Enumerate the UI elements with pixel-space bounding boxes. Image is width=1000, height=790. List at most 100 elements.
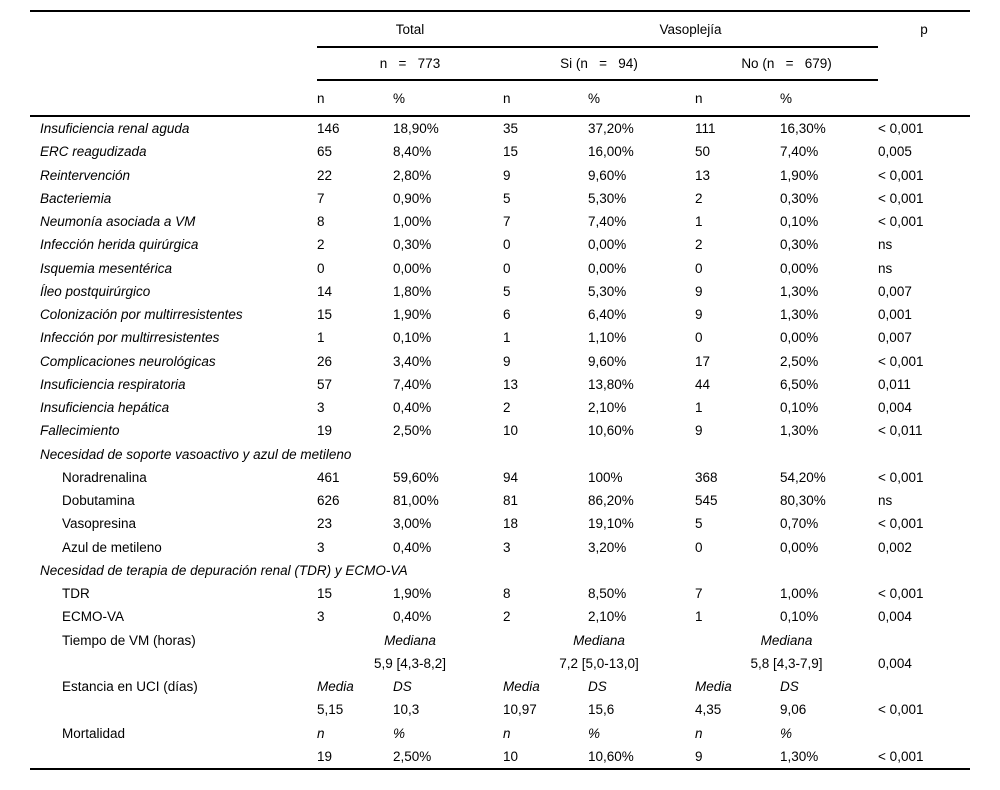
table-body: Insuficiencia renal aguda 146 18,90% 35 37,2… — [30, 116, 970, 769]
value-cell: 1,30% — [780, 283, 819, 299]
p-value: < 0,001 — [878, 586, 924, 602]
value-cell: 3,00% — [393, 516, 432, 532]
col-header-n: n — [695, 80, 780, 117]
value-cell: 9 — [695, 423, 703, 439]
stat-header-cell: % — [780, 725, 793, 741]
table-row: TDR 15 1,90% 8 8,50% 7 1,00% < 0,001 — [30, 582, 970, 605]
value-cell: 1,00% — [393, 214, 432, 230]
value-cell: 2,10% — [588, 609, 627, 625]
value-cell: 2,50% — [393, 423, 432, 439]
value-cell: 10,60% — [588, 748, 634, 764]
table-row: Estancia en UCI (días) Media DS Media DS Medi… — [30, 675, 970, 698]
centered-value-cell: Mediana — [760, 632, 813, 648]
row-label: Colonización por multirresistentes — [40, 307, 243, 323]
row-label: Vasopresina — [62, 516, 137, 532]
p-value: ns — [878, 493, 893, 509]
stat-header-cell: DS — [780, 679, 799, 695]
centered-value-cell: 5,9 [4,3-8,2] — [373, 655, 447, 671]
value-cell: 44 — [695, 376, 711, 392]
value-cell: 2 — [317, 237, 325, 253]
value-cell: 2,50% — [393, 748, 432, 764]
header-n-no: No (n = 679) — [695, 47, 879, 81]
value-cell: 146 — [317, 121, 340, 137]
value-cell: 57 — [317, 376, 333, 392]
row-label — [30, 745, 317, 769]
value-cell: 23 — [317, 516, 333, 532]
p-value: 0,004 — [878, 609, 912, 625]
value-cell: 9 — [695, 307, 703, 323]
section-label: Necesidad de soporte vasoactivo y azul d… — [40, 446, 352, 462]
value-cell: 111 — [695, 121, 716, 137]
value-cell: 13 — [503, 376, 519, 392]
value-cell: 15 — [317, 307, 333, 323]
row-label: Íleo postquirúrgico — [40, 283, 151, 299]
section-label: Necesidad de terapia de depuración renal… — [40, 562, 408, 578]
stat-header-cell: % — [393, 725, 406, 741]
row-label: TDR — [62, 586, 90, 602]
table-row: Colonización por multirresistentes 15 1,90… — [30, 303, 970, 326]
value-cell: 0,90% — [393, 190, 432, 206]
value-cell: 7 — [695, 586, 703, 602]
value-cell: 1,30% — [780, 307, 819, 323]
value-cell: 0,10% — [780, 400, 819, 416]
value-cell: 0,30% — [780, 190, 819, 206]
value-cell: 0 — [695, 539, 703, 555]
value-cell: 0,10% — [780, 214, 819, 230]
table-row: 19 2,50% 10 10,60% 9 1,30% < 0,001 — [30, 745, 970, 769]
row-label: Azul de metileno — [62, 539, 162, 555]
value-cell: 3 — [317, 609, 325, 625]
value-cell: 0,10% — [393, 330, 432, 346]
value-cell: 9 — [503, 167, 511, 183]
row-label: Isquemia mesentérica — [40, 260, 173, 276]
row-label: Complicaciones neurológicas — [40, 353, 216, 369]
stat-header-cell: % — [588, 725, 601, 741]
stat-header-cell: DS — [588, 679, 607, 695]
p-value: < 0,011 — [878, 423, 923, 439]
row-label: Insuficiencia respiratoria — [40, 376, 186, 392]
p-value — [878, 675, 970, 698]
value-cell: 1,90% — [780, 167, 819, 183]
header-vasoplejia: Vasoplejía — [503, 11, 879, 48]
value-cell: 2 — [503, 609, 511, 625]
table-row: 5,9 [4,3-8,2] 7,2 [5,0-13,0] 5,8 [4,3-7,9]… — [30, 652, 970, 675]
value-cell: 0,10% — [780, 609, 819, 625]
value-cell: 5,15 — [317, 702, 344, 718]
header-n-si: Si (n = 94) — [503, 47, 695, 81]
table-row: Tiempo de VM (horas) Mediana Mediana Median… — [30, 629, 970, 652]
p-value: < 0,001 — [878, 190, 924, 206]
value-cell: 35 — [503, 121, 519, 137]
value-cell: 9 — [695, 748, 703, 764]
table-row: Noradrenalina 461 59,60% 94 100% 368 54,20% < 0… — [30, 466, 970, 489]
value-cell: 4,35 — [695, 702, 722, 718]
table-row: Bacteriemia 7 0,90% 5 5,30% 2 0,30% < 0,001 — [30, 187, 970, 210]
p-value: < 0,001 — [878, 353, 924, 369]
stat-header-cell: DS — [393, 679, 412, 695]
value-cell: 1,90% — [393, 586, 432, 602]
row-label: Neumonía asociada a VM — [40, 214, 196, 230]
p-value: 0,004 — [878, 400, 912, 416]
header-n-row: n = 773 Si (n = 94) No (n = 679) — [30, 47, 970, 81]
row-label: Infección por multirresistentes — [40, 330, 220, 346]
table-row: Reintervención 22 2,80% 9 9,60% 13 1,90% < 0,00… — [30, 164, 970, 187]
value-cell: 10 — [503, 748, 519, 764]
value-cell: 26 — [317, 353, 333, 369]
header-total: Total — [317, 11, 503, 48]
value-cell: 8 — [317, 214, 325, 230]
col-header-pct: % — [588, 80, 695, 117]
value-cell: 9,06 — [780, 702, 807, 718]
value-cell: 8,50% — [588, 586, 627, 602]
value-cell: 13 — [695, 167, 711, 183]
p-value: < 0,001 — [878, 214, 924, 230]
p-value: < 0,001 — [878, 702, 924, 718]
value-cell: 59,60% — [393, 469, 439, 485]
row-label — [30, 652, 317, 675]
row-label: Reintervención — [40, 167, 131, 183]
p-value: 0,007 — [878, 283, 912, 299]
value-cell: 3,20% — [588, 539, 627, 555]
value-cell: 15,6 — [588, 702, 615, 718]
value-cell: 16,30% — [780, 121, 826, 137]
table-row: Insuficiencia respiratoria 57 7,40% 13 13,80… — [30, 373, 970, 396]
value-cell: 54,20% — [780, 469, 826, 485]
table-row: Íleo postquirúrgico 14 1,80% 5 5,30% 9 1,30% 0,… — [30, 280, 970, 303]
row-label: Noradrenalina — [62, 469, 147, 485]
